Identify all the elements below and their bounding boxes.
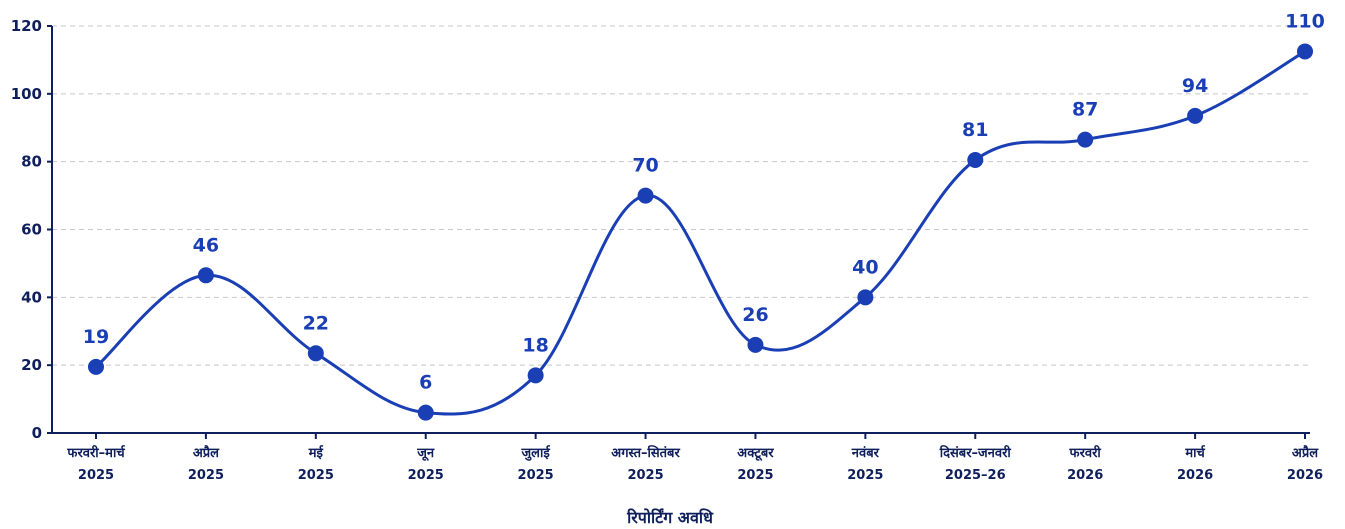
- data-label: 70: [632, 155, 658, 177]
- x-tick-label: नवंबर 2025: [847, 445, 883, 483]
- data-point: [1297, 43, 1313, 60]
- x-axis-title: रिपोर्टिंग अवधि: [626, 508, 714, 527]
- x-tick-label: जुलाई 2025: [518, 445, 554, 483]
- grid-lines: [52, 25, 1310, 366]
- data-point: [747, 336, 764, 353]
- data-point: [307, 345, 324, 362]
- x-axis: फरवरी–मार्च 2025 अप्रैल 2025 मई 2025 जून 2025 जु…: [52, 432, 1323, 483]
- data-point: [1077, 131, 1094, 148]
- y-axis: 0 20 40 60 80 100 120: [11, 17, 53, 442]
- x-tick-label: दिसंबर–जनवरी 2025–26: [939, 445, 1012, 483]
- data-labels: 19 46 22 6 18 70 26 40 81 87 94 110: [83, 10, 1325, 393]
- y-tick-label: 0: [32, 424, 42, 442]
- x-tick-label: मार्च 2026: [1177, 445, 1213, 483]
- data-label: 6: [419, 372, 432, 394]
- data-label: 46: [193, 234, 219, 256]
- x-tick-label: फरवरी–मार्च 2025: [66, 445, 125, 483]
- data-label: 40: [852, 256, 878, 278]
- x-tick-label: अक्टूबर 2025: [737, 446, 774, 483]
- data-point: [417, 404, 434, 421]
- x-tick-label: अगस्त–सितंबर 2025: [611, 445, 680, 483]
- y-tick-label: 100: [11, 85, 42, 103]
- x-tick-label: जून 2025: [408, 446, 444, 483]
- x-tick-label: अप्रैल 2026: [1287, 445, 1323, 483]
- series-line: [95, 50, 1306, 416]
- x-tick-label: अप्रैल 2025: [188, 445, 224, 483]
- data-label: 94: [1182, 75, 1208, 97]
- data-point: [637, 187, 654, 204]
- y-tick-label: 60: [21, 221, 42, 239]
- data-label: 26: [742, 304, 768, 326]
- y-tick-label: 40: [21, 288, 42, 306]
- data-point: [857, 289, 874, 306]
- x-tick-label: फरवरी 2026: [1067, 445, 1103, 483]
- data-label: 22: [303, 312, 329, 334]
- x-tick-label: मई 2025: [298, 445, 334, 483]
- data-label: 19: [83, 326, 109, 348]
- y-tick-label: 20: [21, 356, 42, 374]
- data-markers: [88, 43, 1313, 421]
- data-point: [88, 358, 104, 375]
- y-tick-label: 120: [11, 17, 42, 35]
- y-tick-label: 80: [21, 153, 42, 171]
- data-point: [967, 151, 984, 168]
- data-point: [1187, 107, 1204, 124]
- data-label: 87: [1072, 99, 1098, 121]
- data-label: 110: [1285, 10, 1325, 32]
- data-point: [197, 267, 214, 284]
- data-point: [527, 367, 544, 384]
- data-label: 18: [522, 334, 548, 356]
- data-label: 81: [962, 119, 988, 141]
